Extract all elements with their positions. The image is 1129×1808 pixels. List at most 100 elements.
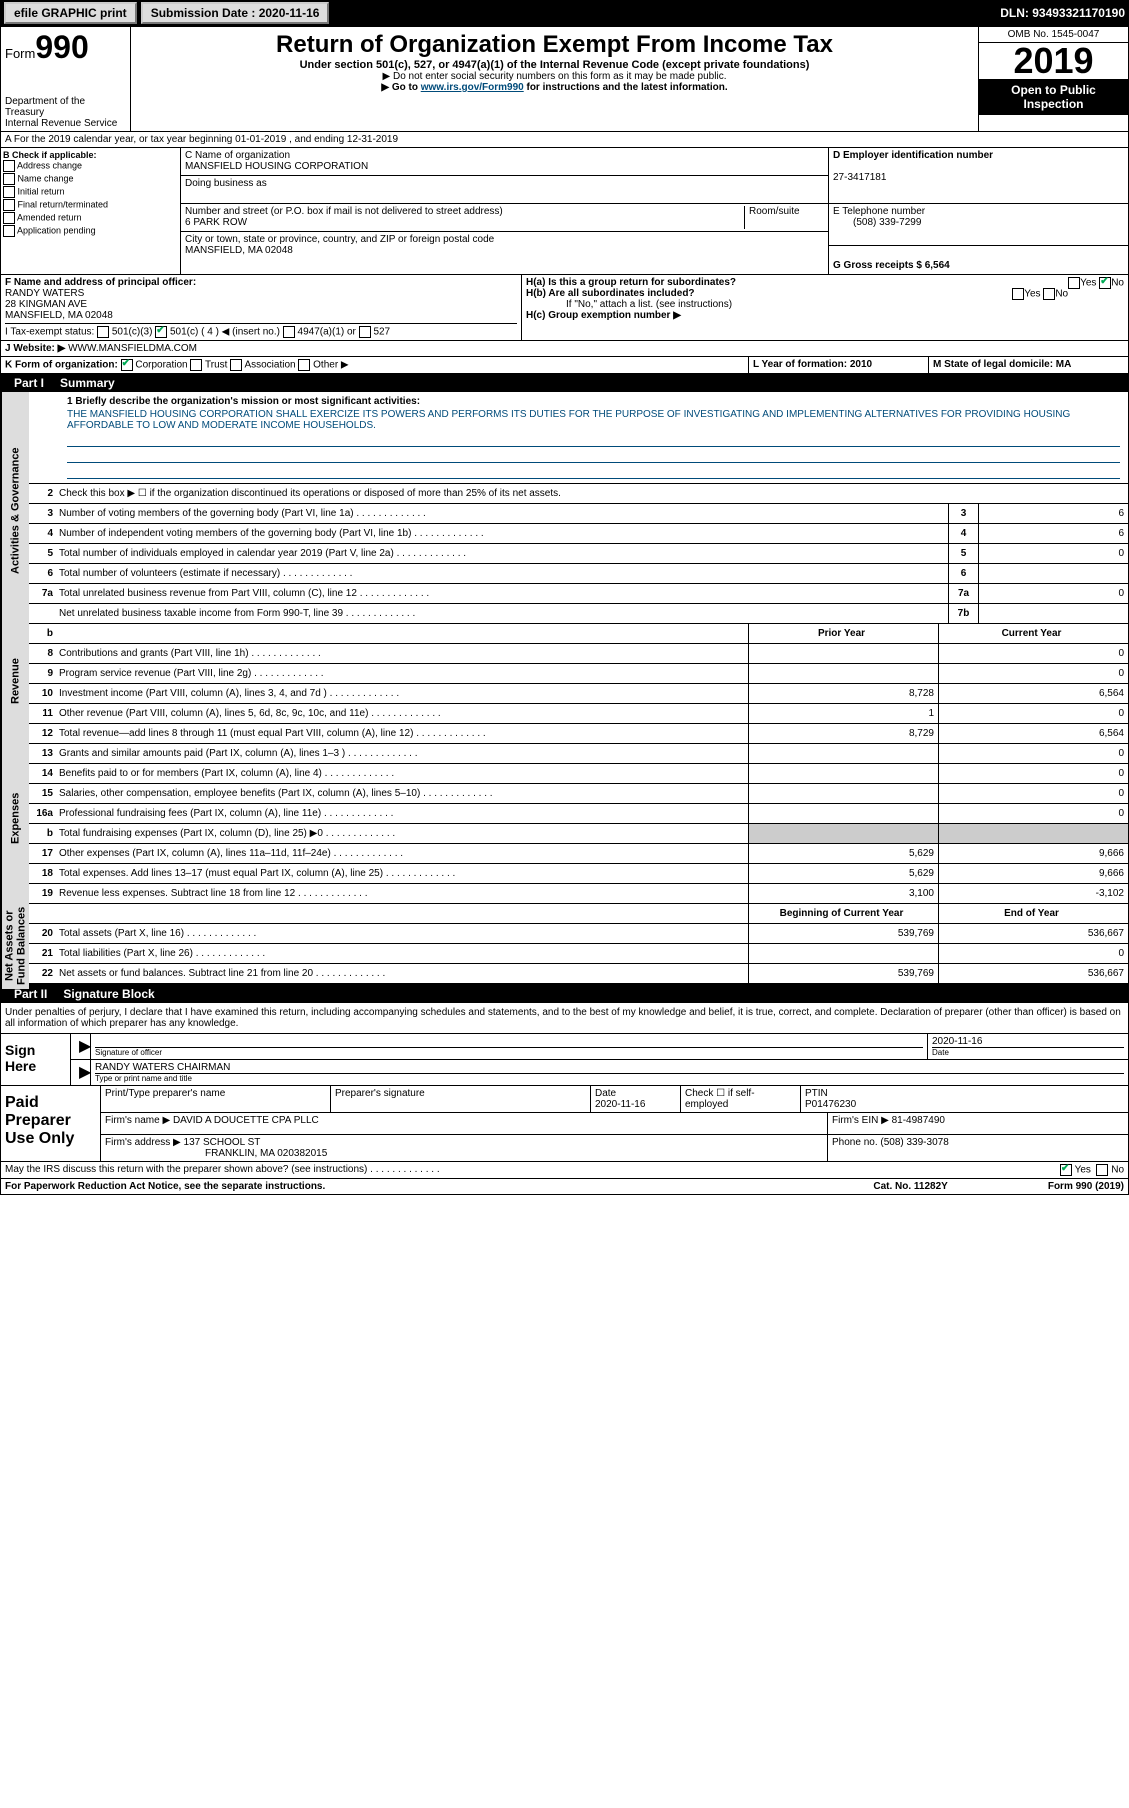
- goto-post: for instructions and the latest informat…: [524, 82, 728, 93]
- row-fhi: F Name and address of principal officer:…: [0, 275, 1129, 341]
- col-b: B Check if applicable: Address change Na…: [1, 148, 181, 274]
- prep-check[interactable]: Check ☐ if self-employed: [681, 1086, 801, 1112]
- paid-label: Paid Preparer Use Only: [1, 1086, 101, 1161]
- mission-text: THE MANSFIELD HOUSING CORPORATION SHALL …: [67, 409, 1120, 431]
- m-label: M State of legal domicile: MA: [933, 359, 1071, 370]
- ha-yes[interactable]: [1068, 277, 1080, 289]
- chk-pending: Application pending: [3, 225, 178, 237]
- data-line: 19Revenue less expenses. Subtract line 1…: [29, 884, 1128, 904]
- col-d: D Employer identification number 27-34171…: [828, 148, 1128, 274]
- col-current: Current Year: [938, 624, 1128, 643]
- g-label: G Gross receipts $ 6,564: [833, 260, 950, 271]
- addr: 6 PARK ROW: [185, 217, 247, 228]
- ptin-h: PTIN: [805, 1088, 828, 1099]
- sig-officer-label: Signature of officer: [95, 1047, 923, 1057]
- signature-block: Under penalties of perjury, I declare th…: [0, 1003, 1129, 1086]
- hb-no[interactable]: [1043, 288, 1055, 300]
- ptin-v: P01476230: [805, 1099, 856, 1110]
- dept: Department of the Treasury Internal Reve…: [5, 96, 126, 129]
- firm-name: Firm's name ▶ DAVID A DOUCETTE CPA PLLC: [101, 1113, 828, 1134]
- sig-date-label: Date: [932, 1047, 1124, 1057]
- chk-final: Final return/terminated: [3, 199, 178, 211]
- officer-name: RANDY WATERS: [5, 288, 84, 299]
- city-label: City or town, state or province, country…: [185, 234, 494, 245]
- gov-line: 3Number of voting members of the governi…: [29, 504, 1128, 524]
- data-line: 13Grants and similar amounts paid (Part …: [29, 744, 1128, 764]
- open-public: Open to Public Inspection: [979, 79, 1128, 115]
- chk-address: Address change: [3, 160, 178, 172]
- firm-addr: Firm's address ▶ 137 SCHOOL ST: [105, 1137, 260, 1148]
- form-label: Form: [5, 46, 35, 61]
- typed-name: RANDY WATERS CHAIRMAN: [95, 1062, 230, 1073]
- b-label: B Check if applicable:: [3, 150, 97, 160]
- mission-line2: [67, 449, 1120, 463]
- sig-declaration: Under penalties of perjury, I declare th…: [1, 1003, 1128, 1033]
- ha-no[interactable]: [1099, 277, 1111, 289]
- chk-trust[interactable]: [190, 359, 202, 371]
- addr-label: Number and street (or P.O. box if mail i…: [185, 206, 503, 217]
- discuss-yes[interactable]: [1060, 1164, 1072, 1176]
- data-line: 20Total assets (Part X, line 16)539,7695…: [29, 924, 1128, 944]
- chk-name: Name change: [3, 173, 178, 185]
- chk-corp[interactable]: [121, 359, 133, 371]
- gov-line: 4Number of independent voting members of…: [29, 524, 1128, 544]
- footer: For Paperwork Reduction Act Notice, see …: [0, 1179, 1129, 1195]
- subtitle-1: Under section 501(c), 527, or 4947(a)(1)…: [135, 59, 974, 71]
- mission-line3: [67, 465, 1120, 479]
- data-line: 11Other revenue (Part VIII, column (A), …: [29, 704, 1128, 724]
- col-c: C Name of organizationMANSFIELD HOUSING …: [181, 148, 828, 274]
- chk-527[interactable]: [359, 326, 371, 338]
- col-boy: Beginning of Current Year: [748, 904, 938, 923]
- firm-city: FRANKLIN, MA 020382015: [205, 1148, 327, 1159]
- discuss-no[interactable]: [1096, 1164, 1108, 1176]
- data-line: 22Net assets or fund balances. Subtract …: [29, 964, 1128, 984]
- chk-amended: Amended return: [3, 212, 178, 224]
- ein: 27-3417181: [833, 172, 886, 183]
- part1-tag: Part I: [8, 374, 50, 392]
- mission-line1: [67, 433, 1120, 447]
- firm-phone: Phone no. (508) 339-3078: [828, 1135, 1128, 1161]
- hb-yes[interactable]: [1012, 288, 1024, 300]
- prep-sig-h: Preparer's signature: [331, 1086, 591, 1112]
- efile-btn[interactable]: efile GRAPHIC print: [4, 2, 137, 24]
- chk-501c[interactable]: [155, 326, 167, 338]
- chk-501c3[interactable]: [97, 326, 109, 338]
- footer-left: For Paperwork Reduction Act Notice, see …: [5, 1181, 325, 1192]
- gov-line: 7aTotal unrelated business revenue from …: [29, 584, 1128, 604]
- officer-addr1: 28 KINGMAN AVE: [5, 299, 87, 310]
- l-label: L Year of formation: 2010: [753, 359, 872, 370]
- data-line: 21Total liabilities (Part X, line 26)0: [29, 944, 1128, 964]
- part2-title: Signature Block: [63, 987, 154, 1001]
- data-line: 17Other expenses (Part IX, column (A), l…: [29, 844, 1128, 864]
- d-label: D Employer identification number: [833, 150, 993, 161]
- data-line: 12Total revenue—add lines 8 through 11 (…: [29, 724, 1128, 744]
- line2: Check this box ▶ ☐ if the organization d…: [59, 486, 1128, 501]
- form-header: Form990 Department of the Treasury Inter…: [0, 26, 1129, 132]
- data-line: 16aProfessional fundraising fees (Part I…: [29, 804, 1128, 824]
- prep-date-v: 2020-11-16: [595, 1099, 645, 1110]
- summary: Activities & Governance Revenue Expenses…: [0, 392, 1129, 985]
- form-title: Return of Organization Exempt From Incom…: [135, 31, 974, 59]
- chk-initial: Initial return: [3, 186, 178, 198]
- form990-link[interactable]: www.irs.gov/Form990: [421, 82, 524, 93]
- part2-header: Part II Signature Block: [0, 985, 1129, 1003]
- part1-title: Summary: [60, 376, 115, 390]
- room-label: Room/suite: [744, 206, 824, 229]
- side-expenses: Expenses: [1, 734, 29, 902]
- data-line: 18Total expenses. Add lines 13–17 (must …: [29, 864, 1128, 884]
- sign-here-label: Sign Here: [1, 1034, 71, 1085]
- subdate-btn[interactable]: Submission Date : 2020-11-16: [141, 2, 330, 24]
- footer-right: Form 990 (2019): [1048, 1181, 1124, 1192]
- row-j: J Website: ▶ WWW.MANSFIELDMA.COM: [0, 341, 1129, 357]
- dln: DLN: 93493321170190: [1000, 6, 1125, 20]
- c-name-label: C Name of organization: [185, 150, 290, 161]
- data-line: 10Investment income (Part VIII, column (…: [29, 684, 1128, 704]
- hb-label: H(b) Are all subordinates included?: [526, 288, 695, 299]
- side-activities: Activities & Governance: [1, 392, 29, 629]
- row-a: A For the 2019 calendar year, or tax yea…: [0, 132, 1129, 148]
- data-line: 8Contributions and grants (Part VIII, li…: [29, 644, 1128, 664]
- chk-assoc[interactable]: [230, 359, 242, 371]
- chk-4947[interactable]: [283, 326, 295, 338]
- col-eoy: End of Year: [938, 904, 1128, 923]
- chk-other[interactable]: [298, 359, 310, 371]
